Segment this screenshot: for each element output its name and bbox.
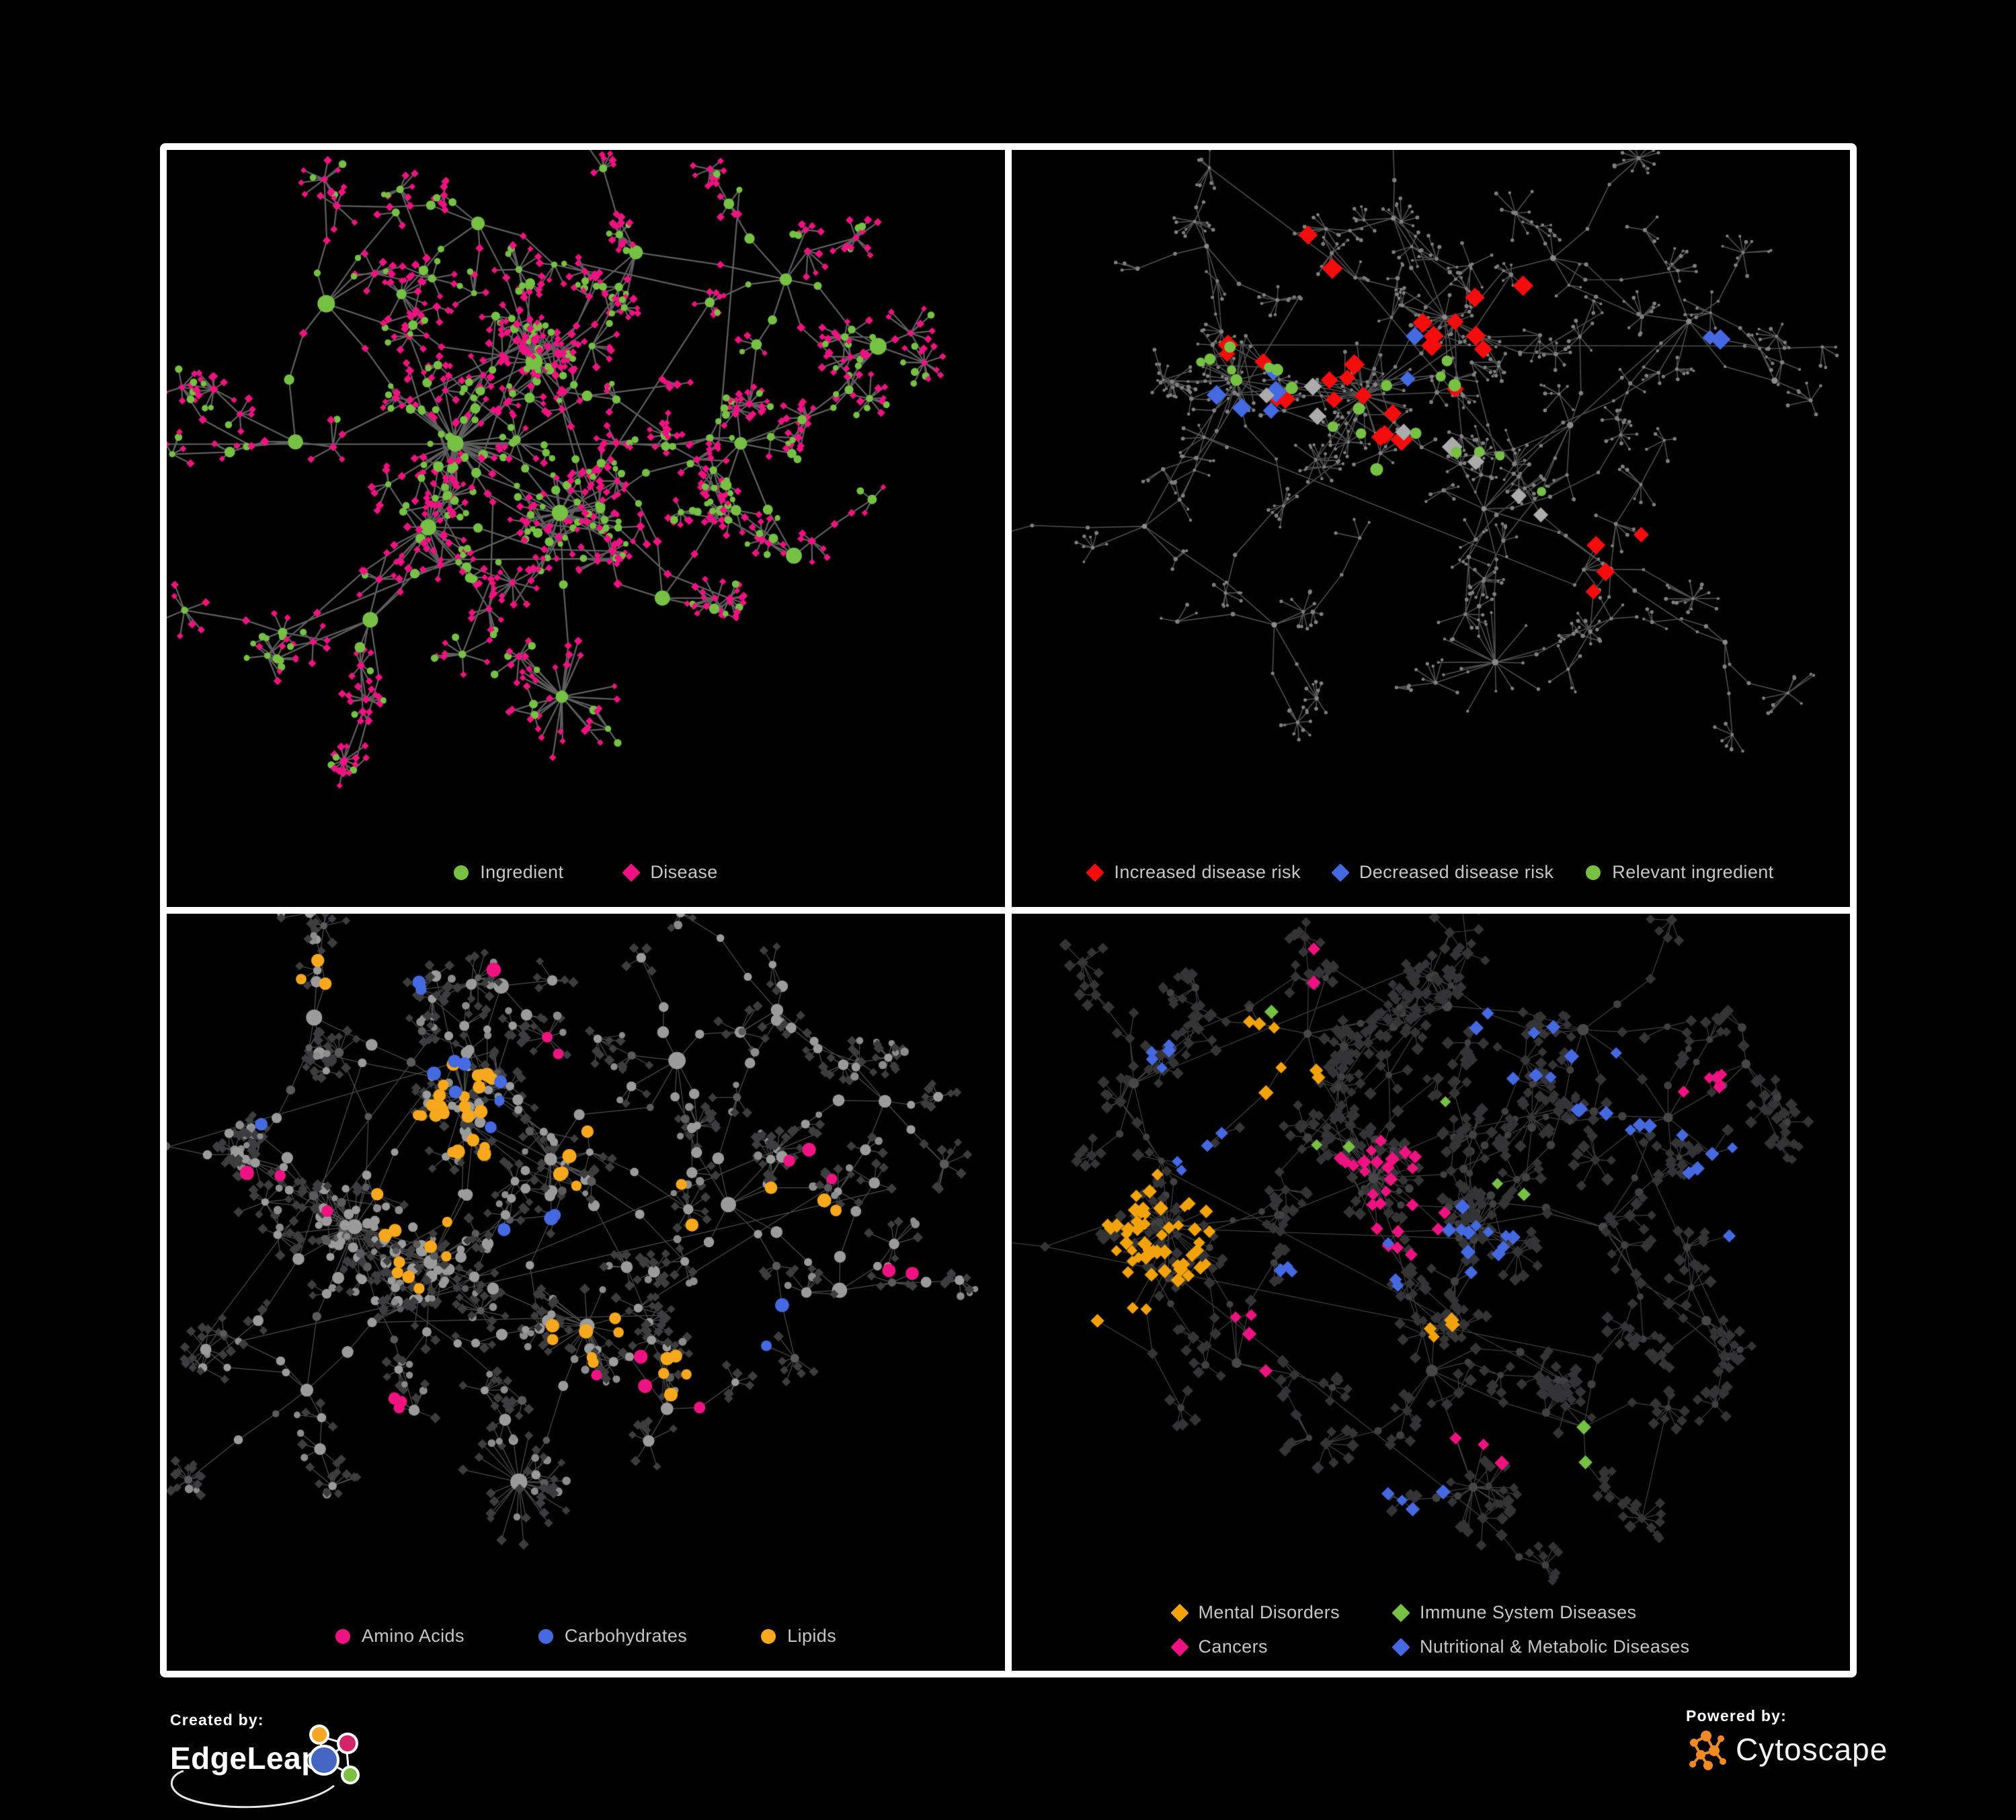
legend-item-disease: Disease	[622, 862, 718, 883]
nutrient-classes-legend: Amino Acids Carbohydrates Lipids	[167, 1626, 1005, 1647]
legend-item-label: Relevant ingredient	[1612, 862, 1774, 882]
diamond-marker-icon	[1392, 1603, 1410, 1622]
legend-item-label: Decreased disease risk	[1359, 862, 1554, 882]
diamond-marker-icon	[1170, 1637, 1189, 1657]
legend-item-lipids: Lipids	[761, 1626, 836, 1647]
diamond-marker-icon	[1086, 863, 1105, 882]
legend-item-decreased-disease-risk: Decreased disease risk	[1331, 862, 1554, 883]
ingredient-disease-legend: Ingredient Disease	[167, 862, 1005, 883]
disease-categories-network-canvas	[1012, 914, 1850, 1671]
legend-item-mental-disorders: Mental Disorders	[1170, 1602, 1340, 1623]
panel-nutrient-classes: Amino Acids Carbohydrates Lipids	[167, 914, 1005, 1671]
legend-item-label: Immune System Diseases	[1420, 1602, 1637, 1622]
edgeleap-wordmark: EdgeLeap	[170, 1741, 321, 1776]
disease-risk-legend: Increased disease risk Decreased disease …	[1012, 862, 1850, 883]
disease-risk-network-canvas	[1012, 150, 1850, 907]
ingredient-disease-network-canvas	[167, 150, 1005, 907]
panel-grid: Ingredient Disease Increased disease risk…	[160, 143, 1857, 1677]
powered-by-block: Powered by:	[1686, 1707, 1968, 1771]
circle-marker-icon	[538, 1628, 553, 1644]
legend-item-label: Amino Acids	[361, 1626, 465, 1646]
legend-item-label: Disease	[650, 862, 718, 882]
cytoscape-wordmark: Cytoscape	[1736, 1732, 1888, 1767]
edgeleap-brand: EdgeLeap	[170, 1725, 520, 1809]
cytoscape-logo-icon	[1689, 1731, 1726, 1770]
created-by-label: Created by:	[170, 1711, 264, 1729]
legend-item-label: Lipids	[787, 1626, 837, 1646]
legend-item-immune-system-diseases: Immune System Diseases	[1392, 1602, 1689, 1623]
legend-item-label: Nutritional & Metabolic Diseases	[1420, 1636, 1690, 1657]
diamond-marker-icon	[1331, 863, 1350, 882]
legend-item-amino-acids: Amino Acids	[335, 1626, 465, 1647]
legend-item-label: Ingredient	[480, 862, 564, 882]
cytoscape-brand: Cytoscape	[1686, 1728, 1968, 1771]
legend-item-label: Carbohydrates	[564, 1626, 688, 1646]
legend-item-label: Mental Disorders	[1198, 1602, 1340, 1622]
circle-marker-icon	[761, 1628, 776, 1644]
circle-marker-icon	[1586, 865, 1601, 880]
legend-item-label: Increased disease risk	[1114, 862, 1301, 882]
edgeleap-logo-icon	[170, 1725, 360, 1809]
disease-categories-legend: Mental Disorders Immune System Diseases Ca…	[1012, 1602, 1850, 1657]
legend-item-ingredient: Ingredient	[454, 862, 563, 883]
legend-item-label: Cancers	[1198, 1636, 1268, 1657]
circle-marker-icon	[335, 1628, 350, 1644]
legend-item-increased-disease-risk: Increased disease risk	[1086, 862, 1301, 883]
created-by-block: Created by: EdgeLeap	[170, 1711, 520, 1809]
diamond-marker-icon	[1392, 1637, 1410, 1657]
footer: Created by: EdgeLeap	[0, 1677, 2016, 1820]
circle-marker-icon	[454, 865, 469, 880]
legend-item-carbohydrates: Carbohydrates	[538, 1626, 687, 1647]
panel-ingredient-disease: Ingredient Disease	[167, 150, 1005, 907]
panel-disease-risk: Increased disease risk Decreased disease …	[1012, 150, 1850, 907]
nutrient-classes-network-canvas	[167, 914, 1005, 1671]
legend-item-nutritional-metabolic-diseases: Nutritional & Metabolic Diseases	[1392, 1636, 1690, 1657]
legend-item-cancers: Cancers	[1170, 1636, 1340, 1657]
panel-disease-categories: Mental Disorders Immune System Diseases Ca…	[1012, 914, 1850, 1671]
diamond-marker-icon	[622, 863, 641, 882]
powered-by-label: Powered by:	[1686, 1707, 1787, 1725]
diamond-marker-icon	[1170, 1603, 1189, 1622]
legend-item-relevant-ingredient: Relevant ingredient	[1586, 862, 1773, 883]
